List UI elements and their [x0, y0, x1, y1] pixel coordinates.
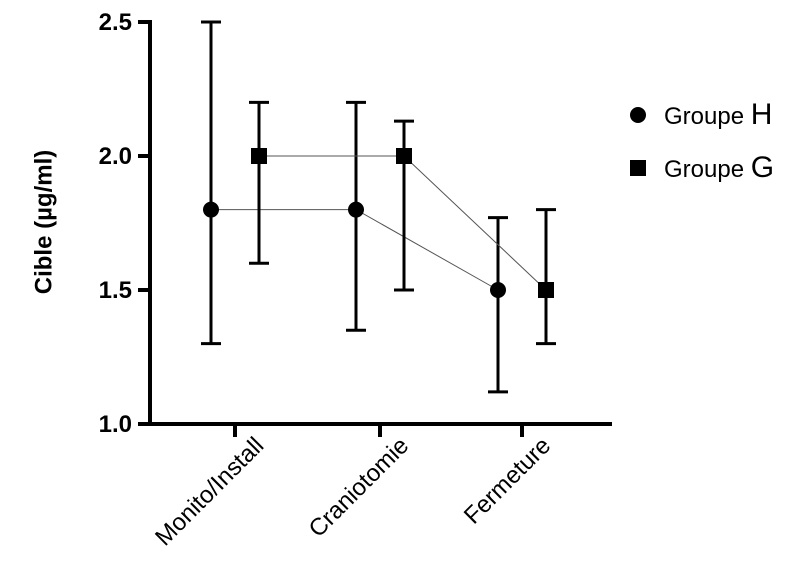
legend-marker-circle [630, 107, 646, 123]
y-axis-label: Cible (µg/ml) [30, 150, 57, 295]
series-circle [201, 20, 508, 394]
legend-label-suffix: G [751, 151, 774, 184]
x-ticks: Monito/Install Craniotomie Fermeture [150, 424, 556, 551]
legend-label-prefix: Groupe [664, 103, 751, 130]
data-point-square [396, 148, 412, 164]
data-point-circle [348, 201, 364, 218]
x-tick-label: Monito/Install [150, 432, 269, 551]
data-point-square [538, 282, 554, 298]
data-point-circle [490, 282, 506, 298]
y-tick-label: 1.0 [99, 411, 132, 438]
axes [148, 20, 612, 426]
legend-marker-square [630, 160, 646, 176]
legend-label: Groupe G [664, 151, 774, 184]
legend-label: Groupe H [664, 98, 772, 131]
x-tick-label: Craniotomie [304, 432, 415, 543]
y-tick-label: 1.5 [99, 277, 132, 304]
y-tick-label: 2.5 [99, 9, 132, 36]
series-square [249, 100, 556, 346]
data-point-circle [203, 201, 219, 218]
legend-label-prefix: Groupe [664, 156, 751, 183]
series-layer [201, 20, 556, 394]
x-tick-label: Fermeture [459, 432, 556, 529]
y-ticks: 1.0 1.5 2.0 2.5 [99, 9, 150, 438]
data-point-square [251, 148, 267, 164]
legend-label-suffix: H [751, 98, 773, 131]
y-tick-label: 2.0 [99, 143, 132, 170]
